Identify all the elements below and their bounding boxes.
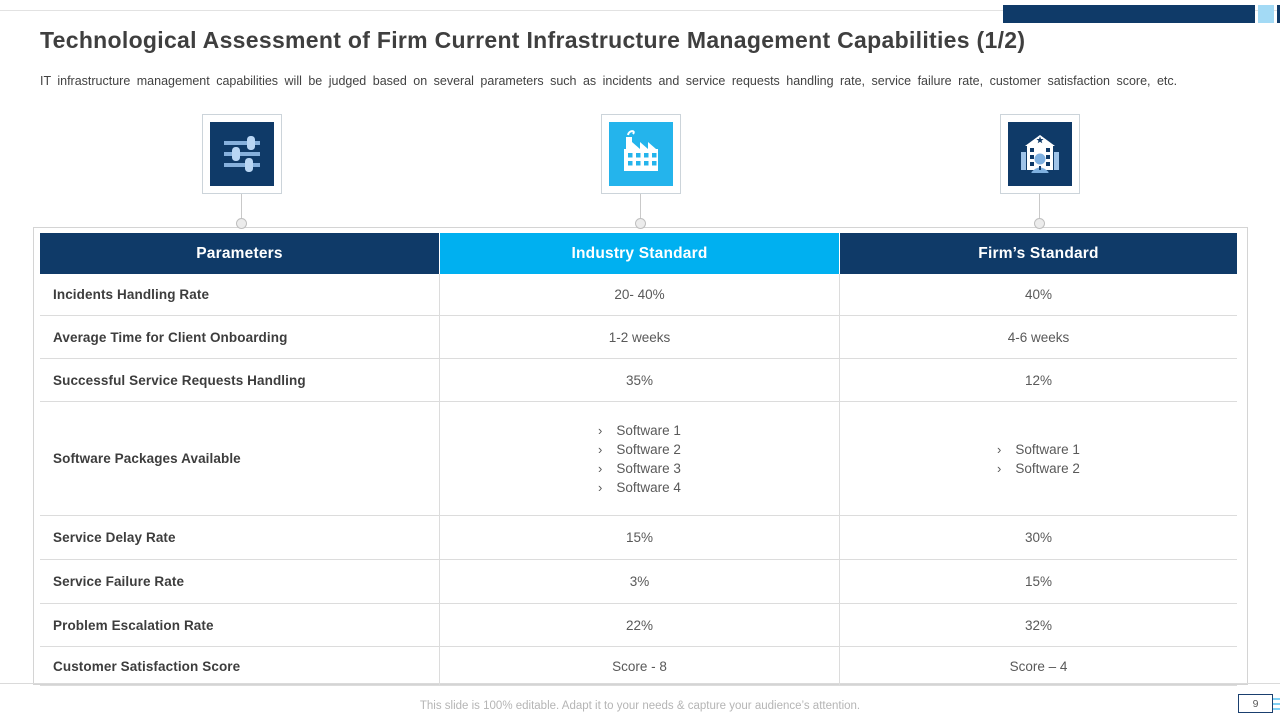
- chevron-bullet-icon: ›: [598, 441, 603, 457]
- icon-box-industry: [601, 114, 681, 194]
- parameter-cell: Average Time for Client Onboarding: [40, 316, 440, 358]
- firm-value-cell: 30%: [1024, 530, 1053, 545]
- parameter-cell: Problem Escalation Rate: [40, 604, 440, 646]
- table-body: Incidents Handling Rate 20- 40% 40% Average…: [40, 274, 1237, 686]
- software-list-item: › Software 2: [598, 440, 681, 459]
- chevron-bullet-icon: ›: [598, 422, 603, 438]
- top-divider-line: [0, 10, 1280, 11]
- page-number-box: 9: [1238, 694, 1273, 713]
- software-name: Software 4: [616, 479, 681, 495]
- table-outer-frame: [33, 227, 1248, 685]
- edge-accent-line: [1273, 698, 1280, 700]
- software-list-item: › Software 1: [997, 440, 1080, 459]
- industry-value-cell: 15%: [440, 516, 840, 559]
- header-parameters: Parameters: [40, 233, 440, 274]
- connector-node: [236, 218, 247, 229]
- sliders-icon: [210, 122, 274, 186]
- assessment-table: Parameters Industry Standard Firm’s Stan…: [40, 233, 1237, 686]
- table-row: Service Delay Rate 15% 30%: [40, 516, 1237, 560]
- software-list-item: › Software 2: [997, 459, 1080, 478]
- icon-box-parameters: [202, 114, 282, 194]
- bottom-divider-line: [0, 683, 1280, 684]
- factory-icon: [609, 122, 673, 186]
- firm-value-cell: 15%: [1024, 574, 1053, 589]
- chevron-bullet-icon: ›: [598, 460, 603, 476]
- industry-value-cell: 22%: [440, 604, 840, 646]
- software-name: Software 2: [616, 441, 681, 457]
- chevron-bullet-icon: ›: [997, 460, 1002, 476]
- industry-value-cell: Score - 8: [440, 647, 840, 685]
- firm-value-cell: 4-6 weeks: [1007, 329, 1070, 345]
- table-row: Successful Service Requests Handling 35% 1…: [40, 359, 1237, 402]
- parameter-cell: Customer Satisfaction Score: [40, 647, 440, 685]
- software-name: Software 1: [616, 422, 681, 438]
- software-list: › Software 1 › Software 2 › Software 3 › Softwa…: [598, 421, 681, 497]
- icon-box-firm: [1000, 114, 1080, 194]
- table-row: Software Packages Available › Software 1 › S…: [40, 402, 1237, 516]
- firm-value-cell: › Software 1 › Software 2: [840, 402, 1237, 515]
- industry-value-cell: › Software 1 › Software 2 › Software 3 › Softwa…: [440, 402, 840, 515]
- page-title: Technological Assessment of Firm Current…: [40, 27, 1026, 53]
- page-number: 9: [1252, 697, 1259, 710]
- header-firms-standard: Firm’s Standard: [840, 233, 1237, 274]
- firm-value-cell: 12%: [1024, 372, 1053, 388]
- software-list-item: › Software 4: [598, 478, 681, 497]
- table-row: Problem Escalation Rate 22% 32%: [40, 604, 1237, 647]
- industry-value-cell: 1-2 weeks: [440, 316, 840, 358]
- software-name: Software 1: [1015, 441, 1080, 457]
- page-subtitle: IT infrastructure management capabilitie…: [40, 74, 1178, 88]
- parameter-cell: Service Failure Rate: [40, 560, 440, 603]
- table-header-row: Parameters Industry Standard Firm’s Stan…: [40, 233, 1237, 274]
- connector-node: [635, 218, 646, 229]
- top-accent-bar: [1003, 5, 1255, 23]
- table-row: Customer Satisfaction Score Score - 8 Scor…: [40, 647, 1237, 686]
- software-list: › Software 1 › Software 2: [997, 440, 1080, 478]
- connector-line: [1039, 193, 1040, 219]
- software-name: Software 2: [1015, 460, 1080, 476]
- firm-value-cell: 40%: [1024, 287, 1053, 302]
- top-accent-square: [1258, 5, 1274, 23]
- connector-node: [1034, 218, 1045, 229]
- industry-value-cell: 3%: [440, 560, 840, 603]
- edge-accent-line: [1273, 703, 1280, 705]
- table-row: Incidents Handling Rate 20- 40% 40%: [40, 274, 1237, 316]
- chevron-bullet-icon: ›: [598, 479, 603, 495]
- connector-line: [640, 193, 641, 219]
- industry-value-cell: 35%: [440, 359, 840, 401]
- parameter-cell: Software Packages Available: [40, 402, 440, 515]
- firm-value-cell: Score – 4: [1009, 658, 1068, 674]
- parameter-cell: Successful Service Requests Handling: [40, 359, 440, 401]
- industry-value-cell: 20- 40%: [440, 274, 840, 315]
- table-row: Average Time for Client Onboarding 1-2 we…: [40, 316, 1237, 359]
- top-accent-sliver: [1277, 5, 1280, 23]
- software-list-item: › Software 1: [598, 421, 681, 440]
- chevron-bullet-icon: ›: [997, 441, 1002, 457]
- parameter-cell: Incidents Handling Rate: [40, 274, 440, 315]
- table-row: Service Failure Rate 3% 15%: [40, 560, 1237, 604]
- firm-value-cell: 32%: [1024, 617, 1053, 633]
- connector-line: [241, 193, 242, 219]
- software-list-item: › Software 3: [598, 459, 681, 478]
- software-name: Software 3: [616, 460, 681, 476]
- edge-accent-line: [1273, 708, 1280, 710]
- parameter-cell: Service Delay Rate: [40, 516, 440, 559]
- header-industry-standard: Industry Standard: [440, 233, 840, 274]
- building-person-icon: [1008, 122, 1072, 186]
- footer-note: This slide is 100% editable. Adapt it to…: [419, 700, 861, 712]
